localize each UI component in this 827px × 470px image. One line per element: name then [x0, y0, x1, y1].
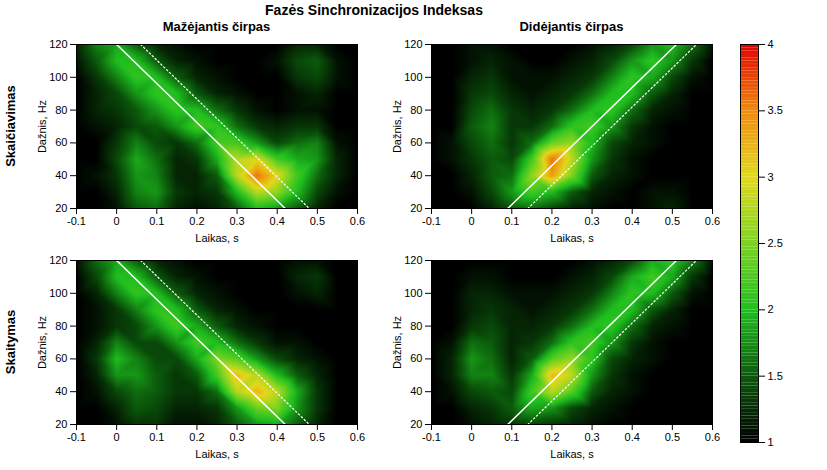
- svg-text:120: 120: [49, 38, 67, 50]
- svg-text:0: 0: [469, 431, 475, 443]
- html-text:Skaitymas: Skaitymas: [2, 309, 18, 375]
- svg-text:Dažnis, Hz: Dažnis, Hz: [391, 316, 403, 369]
- svg-text:20: 20: [55, 418, 67, 430]
- svg-text:0.4: 0.4: [625, 431, 640, 443]
- svg-text:-0.1: -0.1: [67, 215, 86, 227]
- svg-text:0.3: 0.3: [584, 431, 599, 443]
- svg-text:80: 80: [410, 104, 422, 116]
- svg-text:0.6: 0.6: [350, 431, 365, 443]
- svg-text:60: 60: [55, 136, 67, 148]
- svg-text:0.3: 0.3: [229, 431, 244, 443]
- svg-text:80: 80: [55, 320, 67, 332]
- svg-text:120: 120: [404, 254, 422, 266]
- svg-text:2.5: 2.5: [768, 237, 783, 249]
- svg-text:0.5: 0.5: [310, 431, 325, 443]
- svg-text:80: 80: [410, 320, 422, 332]
- svg-text:0.1: 0.1: [149, 431, 164, 443]
- html-text:Skaičiavimas: Skaičiavimas: [2, 85, 18, 167]
- svg-text:40: 40: [410, 169, 422, 181]
- svg-text:20: 20: [410, 418, 422, 430]
- svg-text:Laikas, s: Laikas, s: [195, 448, 239, 460]
- svg-text:0.2: 0.2: [544, 431, 559, 443]
- svg-text:Dažnis, Hz: Dažnis, Hz: [391, 100, 403, 153]
- svg-text:Dažnis, Hz: Dažnis, Hz: [36, 100, 48, 153]
- svg-text:60: 60: [410, 136, 422, 148]
- svg-text:0.2: 0.2: [189, 431, 204, 443]
- svg-text:Laikas, s: Laikas, s: [550, 448, 594, 460]
- svg-text:0.4: 0.4: [270, 215, 285, 227]
- svg-text:40: 40: [55, 169, 67, 181]
- svg-text:0.5: 0.5: [665, 431, 680, 443]
- svg-text:0: 0: [114, 215, 120, 227]
- html-text:Mažėjantis čirpas: Mažėjantis čirpas: [162, 19, 271, 34]
- svg-text:Dažnis, Hz: Dažnis, Hz: [36, 316, 48, 369]
- svg-text:0.5: 0.5: [665, 215, 680, 227]
- svg-text:60: 60: [410, 352, 422, 364]
- svg-text:0.1: 0.1: [504, 431, 519, 443]
- svg-text:0.2: 0.2: [544, 215, 559, 227]
- svg-text:0.1: 0.1: [149, 215, 164, 227]
- svg-text:120: 120: [404, 38, 422, 50]
- html-text:Didėjantis čirpas: Didėjantis čirpas: [519, 19, 624, 34]
- svg-text:100: 100: [49, 287, 67, 299]
- svg-text:-0.1: -0.1: [422, 215, 441, 227]
- svg-text:120: 120: [49, 254, 67, 266]
- svg-text:Laikas, s: Laikas, s: [195, 232, 239, 244]
- svg-text:0.2: 0.2: [189, 215, 204, 227]
- svg-text:-0.1: -0.1: [422, 431, 441, 443]
- svg-text:0.3: 0.3: [229, 215, 244, 227]
- svg-text:60: 60: [55, 352, 67, 364]
- svg-text:0.6: 0.6: [705, 431, 720, 443]
- svg-text:2: 2: [768, 303, 774, 315]
- svg-text:0.6: 0.6: [705, 215, 720, 227]
- svg-text:100: 100: [404, 287, 422, 299]
- svg-text:0.5: 0.5: [310, 215, 325, 227]
- svg-text:1.5: 1.5: [768, 370, 783, 382]
- svg-text:0: 0: [469, 215, 475, 227]
- svg-text:0.6: 0.6: [350, 215, 365, 227]
- svg-text:4: 4: [768, 38, 774, 50]
- svg-text:100: 100: [404, 71, 422, 83]
- html-text:Fazės Sinchronizacijos Indeksa: Fazės Sinchronizacijos Indeksas: [265, 2, 483, 18]
- svg-text:40: 40: [55, 385, 67, 397]
- svg-text:3.5: 3.5: [768, 104, 783, 116]
- svg-text:Laikas, s: Laikas, s: [550, 232, 594, 244]
- svg-text:1: 1: [768, 436, 774, 448]
- svg-text:40: 40: [410, 385, 422, 397]
- svg-text:0.4: 0.4: [270, 431, 285, 443]
- svg-text:-0.1: -0.1: [67, 431, 86, 443]
- svg-text:0.4: 0.4: [625, 215, 640, 227]
- svg-text:0.1: 0.1: [504, 215, 519, 227]
- svg-text:100: 100: [49, 71, 67, 83]
- svg-text:20: 20: [55, 202, 67, 214]
- svg-text:20: 20: [410, 202, 422, 214]
- svg-text:3: 3: [768, 171, 774, 183]
- svg-text:0: 0: [114, 431, 120, 443]
- svg-text:0.3: 0.3: [584, 215, 599, 227]
- svg-text:80: 80: [55, 104, 67, 116]
